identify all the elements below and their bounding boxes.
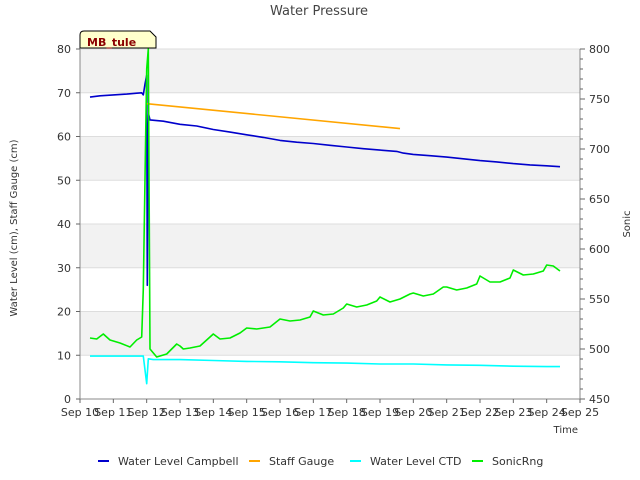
y-axis-right-label: Sonic [622,210,633,237]
x-tick-label: Sep 21 [428,406,466,419]
x-tick-label: Sep 22 [461,406,499,419]
plot-band [80,180,580,224]
station-badge-label: MB_tule [87,36,136,49]
y-right-tick-label: 700 [589,143,610,156]
axes: 0 10 20 30 40 50 60 70 80 450 500 550 600 650 700 750 80… [57,43,610,419]
x-tick-label: Sep 25 [561,406,599,419]
plot-band [80,136,580,181]
y-left-tick-label: 80 [57,43,71,56]
x-tick-label: Sep 12 [128,406,166,419]
y-left-tick-label: 70 [57,87,71,100]
x-tick-label: Sep 23 [494,406,532,419]
x-axis-label: Time [553,425,578,436]
y-left-tick-label: 50 [57,174,71,187]
station-badge: MB_tule [79,30,157,49]
y-right-tick-label: 550 [589,293,610,306]
x-tick-label: Sep 16 [261,406,299,419]
series-line [89,48,561,358]
legend-label: SonicRng [492,455,543,468]
x-tick-label: Sep 24 [528,406,566,419]
chart-title: Water Pressure [270,4,368,19]
legend-label: Staff Gauge [269,455,334,468]
y-right-tick-label: 500 [589,343,610,356]
x-tick-label: Sep 18 [328,406,366,419]
y-left-tick-label: 20 [57,306,71,319]
series-line [146,102,401,130]
series-line [89,74,561,287]
x-tick-label: Sep 17 [294,406,332,419]
series-line [90,355,560,385]
y-right-tick-label: 450 [589,393,610,406]
plot-background [80,49,580,399]
y-right-tick-label: 750 [589,93,610,106]
y-left-tick-label: 60 [57,131,71,144]
plot-band [80,267,580,312]
y-left-tick-label: 30 [57,262,71,275]
legend-label: Water Level CTD [370,455,461,468]
x-tick-label: Sep 10 [61,406,99,419]
series-layer [89,48,561,385]
plot-band [80,355,580,399]
y-right-tick-label: 650 [589,193,610,206]
plot-band [80,49,580,93]
y-left-tick-label: 0 [64,393,71,406]
y-axis-left-label: Water Level (cm), Staff Gauge (cm) [9,139,20,316]
x-tick-label: Sep 19 [361,406,399,419]
x-tick-label: Sep 20 [394,406,432,419]
legend: Water Level Campbell Staff Gauge Water Lev… [98,455,543,468]
x-tick-label: Sep 11 [94,406,132,419]
x-tick-label: Sep 13 [161,406,199,419]
legend-label: Water Level Campbell [118,455,239,468]
y-right-tick-label: 600 [589,243,610,256]
plot-band [80,311,580,356]
y-left-tick-label: 10 [57,349,71,362]
plot-band [80,224,580,268]
y-right-tick-label: 800 [589,43,610,56]
plot-band [80,92,580,137]
x-tick-label: Sep 14 [194,406,232,419]
x-tick-label: Sep 15 [228,406,266,419]
y-left-tick-label: 40 [57,218,71,231]
